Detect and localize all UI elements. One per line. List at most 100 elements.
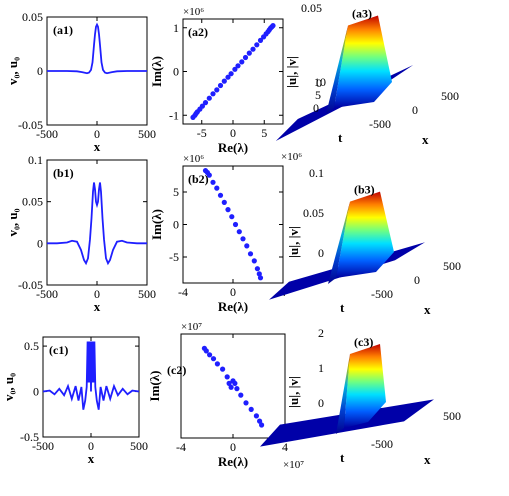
scatter-point — [244, 243, 250, 249]
surface-ridge — [344, 344, 386, 428]
panel-b2: -404-505×10⁶×10⁶(b2)Re(λ)Im(λ) — [149, 151, 302, 314]
scatter-point — [243, 400, 249, 406]
y-tick-label: 0 — [37, 236, 43, 250]
z-tick-label: 0 — [318, 396, 324, 410]
x-axis-label: Re(λ) — [218, 454, 248, 469]
x-tick-label: 0 — [94, 287, 100, 301]
z-tick-label: 0 — [316, 76, 322, 90]
scatter-point — [240, 236, 246, 242]
panel-b3: |u|, |v| t x (b3) 0 0.05 0.1 -500 0 500 — [269, 166, 461, 317]
x-tick-label: 500 — [443, 409, 461, 423]
y-axis-label: v₀, u₀ — [5, 208, 20, 236]
scatter-point — [257, 37, 264, 44]
panel-b1: -500 0 500 -0.05 0 0.05 0.1 (b1) x v₀, u₀ — [5, 153, 156, 314]
y-exponent: ×10⁷ — [181, 321, 202, 333]
y-axis-label: Im(λ) — [147, 371, 162, 402]
scatter-point — [221, 199, 227, 205]
x-tick-label: -500 — [36, 287, 58, 301]
y-tick-label: 0 — [173, 218, 179, 232]
x-tick-label: 0 — [412, 103, 418, 117]
panel-label: (b2) — [188, 172, 209, 186]
panel-label: (c2) — [167, 363, 186, 377]
y-tick-label: 0 — [173, 65, 179, 79]
y-tick-label: -0.5 — [20, 430, 39, 444]
y-tick-label: -0.05 — [18, 278, 43, 292]
x-tick-label: 4 — [282, 440, 288, 454]
t-tick-label: 5 — [315, 88, 321, 102]
surface-ridge-side — [336, 354, 350, 434]
t-axis-label: t — [338, 130, 343, 145]
scatter-point — [246, 50, 252, 56]
y-tick-label: -1 — [169, 108, 179, 122]
y-axis-label: Im(λ) — [149, 56, 164, 87]
panel-a1: -500 0 500 -0.05 0 0.05 (a1) x v₀, u₀ — [5, 10, 156, 154]
x-tick-label: -500 — [32, 439, 54, 453]
x-tick-label: -500 — [369, 117, 391, 131]
panel-label: (c1) — [49, 343, 68, 357]
t-tick-label: 10 — [314, 75, 326, 89]
x-tick-label: -500 — [36, 127, 58, 141]
scatter-point — [228, 384, 234, 390]
scatter-point — [206, 95, 212, 101]
x-tick-label: 500 — [138, 287, 156, 301]
x-tick-label: 0 — [230, 440, 236, 454]
y-tick-label: 5 — [173, 185, 179, 199]
x-tick-label: 0 — [88, 439, 94, 453]
scatter-point — [210, 91, 216, 97]
z-tick-label: 0.05 — [303, 206, 324, 220]
scatter-point — [217, 82, 224, 89]
scatter-point — [232, 66, 238, 72]
z-tick-label: 0.1 — [309, 166, 324, 180]
scatter-point — [232, 380, 238, 386]
series-line — [42, 341, 140, 410]
scatter-point — [217, 192, 224, 198]
scatter-point — [229, 214, 235, 220]
scatter-point — [253, 413, 259, 419]
scatter-point — [203, 348, 209, 354]
scatter-point — [207, 352, 213, 358]
x-tick-label: -500 — [371, 437, 393, 451]
surface-ridge — [336, 191, 394, 278]
t-tick-label: 0 — [313, 101, 319, 115]
scatter-point — [254, 266, 260, 272]
scatter-point — [236, 229, 242, 235]
y-axis-label: v₀, u₀ — [5, 57, 20, 85]
z-axis-label: |u|, |v| — [286, 226, 301, 258]
t-axis-label: t — [340, 450, 345, 465]
series-line — [47, 182, 147, 266]
x-exponent: ×10⁷ — [283, 459, 304, 471]
scatter-point — [214, 361, 220, 367]
surface-ridge — [334, 15, 392, 108]
surface-ridge-side — [326, 25, 348, 114]
y-tick-label: 0 — [33, 385, 39, 399]
z-tick-label: 0.05 — [301, 1, 322, 15]
t-axis-label: t — [340, 300, 345, 315]
surface-ridge-side — [328, 201, 350, 284]
x-axis-label: x — [424, 452, 431, 467]
y-tick-label: 0.05 — [22, 10, 43, 24]
panel-label: (a2) — [188, 25, 208, 39]
scatter-point — [256, 271, 262, 277]
scatter-point — [199, 103, 205, 109]
axes-frame — [46, 159, 148, 286]
scatter-point — [242, 54, 249, 61]
z-tick-label: 1 — [318, 361, 324, 375]
y-exponent: ×10⁶ — [183, 6, 204, 18]
y-axis-label: v₀, u₀ — [1, 373, 16, 401]
x-tick-label: 5 — [261, 126, 267, 140]
y-tick-label: -0.05 — [18, 118, 43, 132]
y-tick-label: 0.1 — [28, 153, 43, 167]
series-line — [47, 22, 147, 75]
z-axis-label: |u|, |v| — [284, 56, 299, 88]
x-tick-label: -500 — [371, 287, 393, 301]
scatter-point — [250, 46, 256, 52]
scatter-point — [228, 71, 234, 77]
x-tick-label: 500 — [441, 89, 459, 103]
scatter-point — [248, 406, 254, 412]
panel-label: (a3) — [352, 7, 372, 21]
y-tick-label: 0.05 — [22, 195, 43, 209]
panel-a2: -5 0 5 -1 0 1 ×10⁶ (a2) Re(λ) Im(λ) — [149, 6, 284, 155]
scatter-point — [214, 87, 220, 93]
x-tick-label: 0 — [94, 127, 100, 141]
